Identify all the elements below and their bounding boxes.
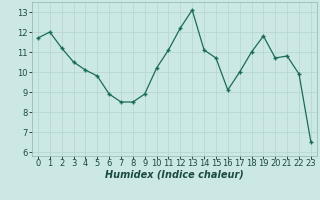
X-axis label: Humidex (Indice chaleur): Humidex (Indice chaleur) xyxy=(105,169,244,179)
